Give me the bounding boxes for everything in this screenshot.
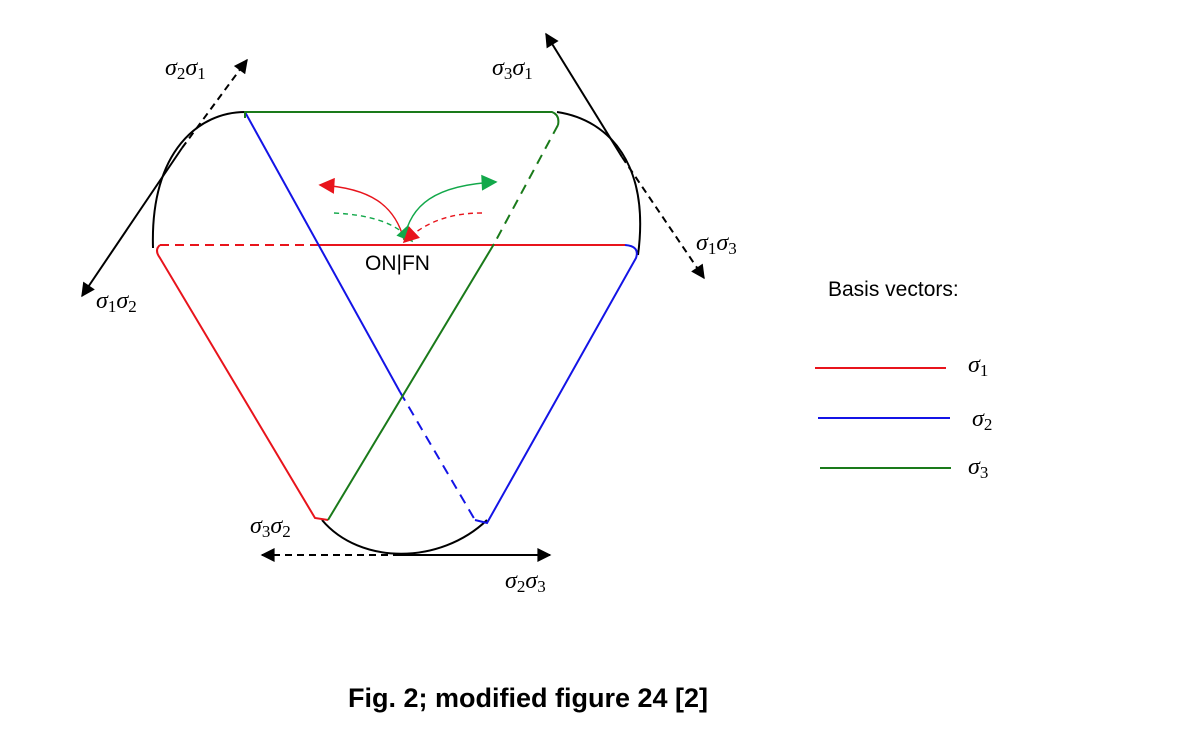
legend-sigma2-sub: 2 [984, 415, 993, 434]
green-dashed-curved-arrow [333, 212, 414, 243]
s3s1-arrow [545, 32, 623, 158]
legend-sigma3-sub: 3 [980, 463, 989, 482]
legend-sigma2-label: σ2 [972, 406, 992, 434]
label-s3s2-a-sub: 3 [262, 522, 271, 541]
boundary-right-arc [556, 111, 642, 256]
sigma3-diagonal-solid [327, 243, 495, 521]
label-s1s2: σ1σ2 [96, 288, 137, 316]
label-s3s1-a-sub: 3 [504, 64, 513, 83]
sigma2-right-side [474, 244, 638, 525]
label-s3s1-b-sub: 1 [524, 64, 533, 83]
label-s3s1-b: σ [512, 55, 525, 81]
legend-sigma3-label: σ3 [968, 454, 988, 482]
label-s1s2-a-sub: 1 [108, 297, 117, 316]
legend-sigma1-symbol: σ [968, 352, 981, 378]
label-s1s3: σ1σ3 [696, 230, 737, 258]
label-s1s3-b-sub: 3 [728, 239, 737, 258]
label-s3s2-b-sub: 2 [282, 522, 291, 541]
label-s2s1-b-sub: 1 [197, 64, 206, 83]
s1s3-arrow [621, 156, 705, 280]
label-s3s1-a: σ [492, 55, 505, 81]
label-s1s2-b: σ [116, 288, 129, 314]
label-s2s1: σ2σ1 [165, 55, 206, 83]
sigma3-top-edge [244, 111, 560, 126]
red-solid-curved-arrow [318, 177, 405, 241]
legend-title: Basis vectors: [828, 278, 959, 301]
label-s3s2-a: σ [250, 513, 263, 539]
legend-sigma1-label: σ1 [968, 352, 988, 380]
label-s2s3-b-sub: 3 [537, 577, 546, 596]
label-s1s2-b-sub: 2 [128, 297, 137, 316]
red-dashed-curved-arrow [402, 212, 483, 244]
label-s3s2-b: σ [270, 513, 283, 539]
label-s2s3-a: σ [505, 568, 518, 594]
sigma1-path [156, 244, 625, 521]
boundary-bottom-arc [321, 519, 488, 555]
label-s1s2-a: σ [96, 288, 109, 314]
sigma3-path [244, 111, 560, 521]
figure-caption: Fig. 2; modified figure 24 [2] [348, 683, 708, 713]
sigma2-path [244, 111, 638, 525]
s2s1-arrow [181, 58, 248, 149]
label-s2s1-b: σ [185, 55, 198, 81]
label-s2s3-b: σ [525, 568, 538, 594]
sigma1-left-side [156, 244, 329, 521]
s1s2-arrow [81, 147, 183, 298]
sigma3-right-dashed [493, 124, 559, 245]
label-s3s1: σ3σ1 [492, 55, 533, 83]
sigma2-diagonal-solid [244, 111, 401, 393]
label-s2s1-a: σ [165, 55, 178, 81]
center-rotation-arrows [318, 174, 498, 244]
legend: Basis vectors: σ1 σ2 σ3 [815, 278, 992, 482]
legend-sigma1-sub: 1 [980, 361, 989, 380]
label-s1s3-a-sub: 1 [708, 239, 717, 258]
label-s1s3-a: σ [696, 230, 709, 256]
legend-sigma3-symbol: σ [968, 454, 981, 480]
bivector-arrows [81, 32, 705, 562]
label-s1s3-b: σ [716, 230, 729, 256]
label-s2s3-a-sub: 2 [517, 577, 526, 596]
label-s3s2: σ3σ2 [250, 513, 291, 541]
center-label: ON|FN [365, 252, 430, 275]
outer-boundary [151, 111, 642, 555]
sigma2-diagonal-dashed [399, 391, 476, 521]
legend-sigma2-symbol: σ [972, 406, 985, 432]
boundary-left-arc [151, 111, 246, 249]
label-s2s3: σ2σ3 [505, 568, 546, 596]
label-s2s1-a-sub: 2 [177, 64, 186, 83]
